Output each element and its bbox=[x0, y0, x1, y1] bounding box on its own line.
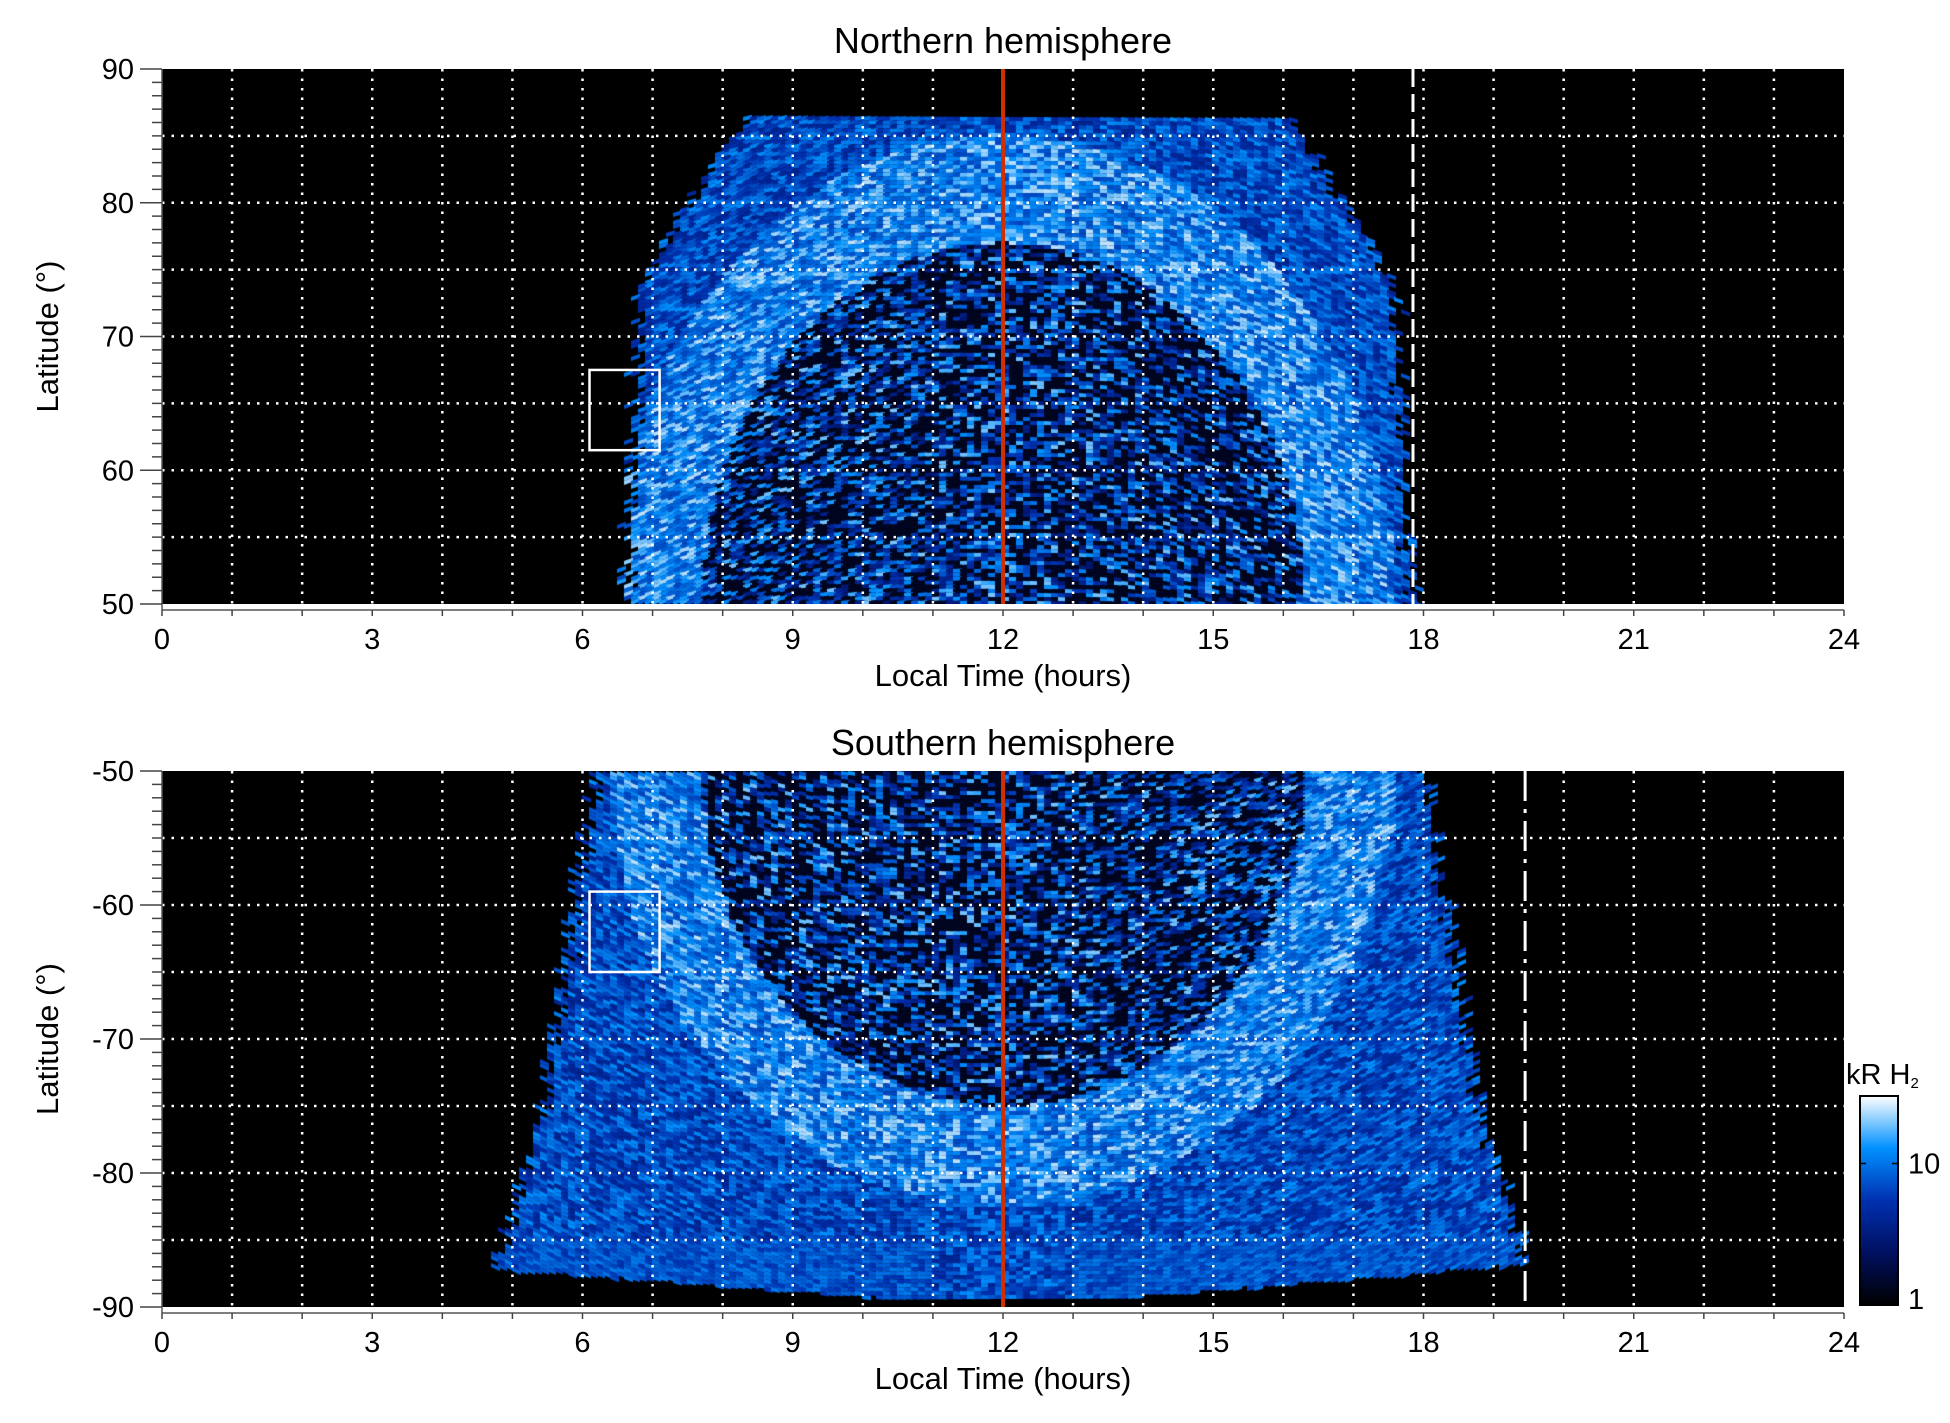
x-axis-label: Local Time (hours) bbox=[875, 1361, 1132, 1396]
colorbar-tick-label: 1 bbox=[1908, 1284, 1924, 1316]
x-tick-label: 9 bbox=[785, 1327, 801, 1359]
y-axis-label: Latitude (°) bbox=[30, 261, 65, 413]
x-tick-label: 9 bbox=[785, 624, 801, 656]
x-tick-label: 6 bbox=[574, 624, 590, 656]
x-tick-label: 21 bbox=[1618, 624, 1650, 656]
y-tick-label: -50 bbox=[92, 756, 134, 788]
x-tick-label: 3 bbox=[364, 624, 380, 656]
x-tick-label: 15 bbox=[1197, 1327, 1229, 1359]
colorbar-label-text: kR H bbox=[1846, 1059, 1910, 1091]
y-tick-label: 90 bbox=[102, 54, 134, 86]
x-tick-label: 3 bbox=[364, 1327, 380, 1359]
y-tick-label: 70 bbox=[102, 322, 134, 354]
x-tick-label: 24 bbox=[1828, 624, 1860, 656]
colorbar-label: kR H2 bbox=[1846, 1059, 1919, 1092]
x-tick-label: 0 bbox=[154, 624, 170, 656]
highlight-box bbox=[588, 890, 661, 974]
y-tick-label: -70 bbox=[92, 1024, 134, 1056]
x-tick-label: 0 bbox=[154, 1327, 170, 1359]
y-tick-label: -60 bbox=[92, 890, 134, 922]
y-axis-label: Latitude (°) bbox=[30, 963, 65, 1115]
colorbar bbox=[1859, 1095, 1899, 1306]
x-tick-label: 18 bbox=[1407, 1327, 1439, 1359]
x-axis-label: Local Time (hours) bbox=[875, 658, 1132, 693]
x-tick-label: 6 bbox=[574, 1327, 590, 1359]
highlight-box bbox=[588, 368, 661, 452]
grid-lines bbox=[162, 771, 1844, 1307]
y-tick-label: -90 bbox=[92, 1292, 134, 1324]
x-tick-label: 21 bbox=[1618, 1327, 1650, 1359]
y-tick-label: 80 bbox=[102, 188, 134, 220]
colorbar-label-subscript: 2 bbox=[1910, 1075, 1918, 1092]
y-tick-label: -80 bbox=[92, 1158, 134, 1190]
x-tick-label: 12 bbox=[987, 1327, 1019, 1359]
colorbar-tick-label: 10 bbox=[1908, 1149, 1940, 1181]
y-tick-label: 60 bbox=[102, 455, 134, 487]
y-tick-label: 50 bbox=[102, 589, 134, 621]
x-tick-label: 12 bbox=[987, 624, 1019, 656]
panel-title: Southern hemisphere bbox=[831, 722, 1175, 763]
panel-title: Northern hemisphere bbox=[834, 20, 1172, 61]
x-tick-label: 15 bbox=[1197, 624, 1229, 656]
x-tick-label: 18 bbox=[1407, 624, 1439, 656]
x-tick-label: 24 bbox=[1828, 1327, 1860, 1359]
